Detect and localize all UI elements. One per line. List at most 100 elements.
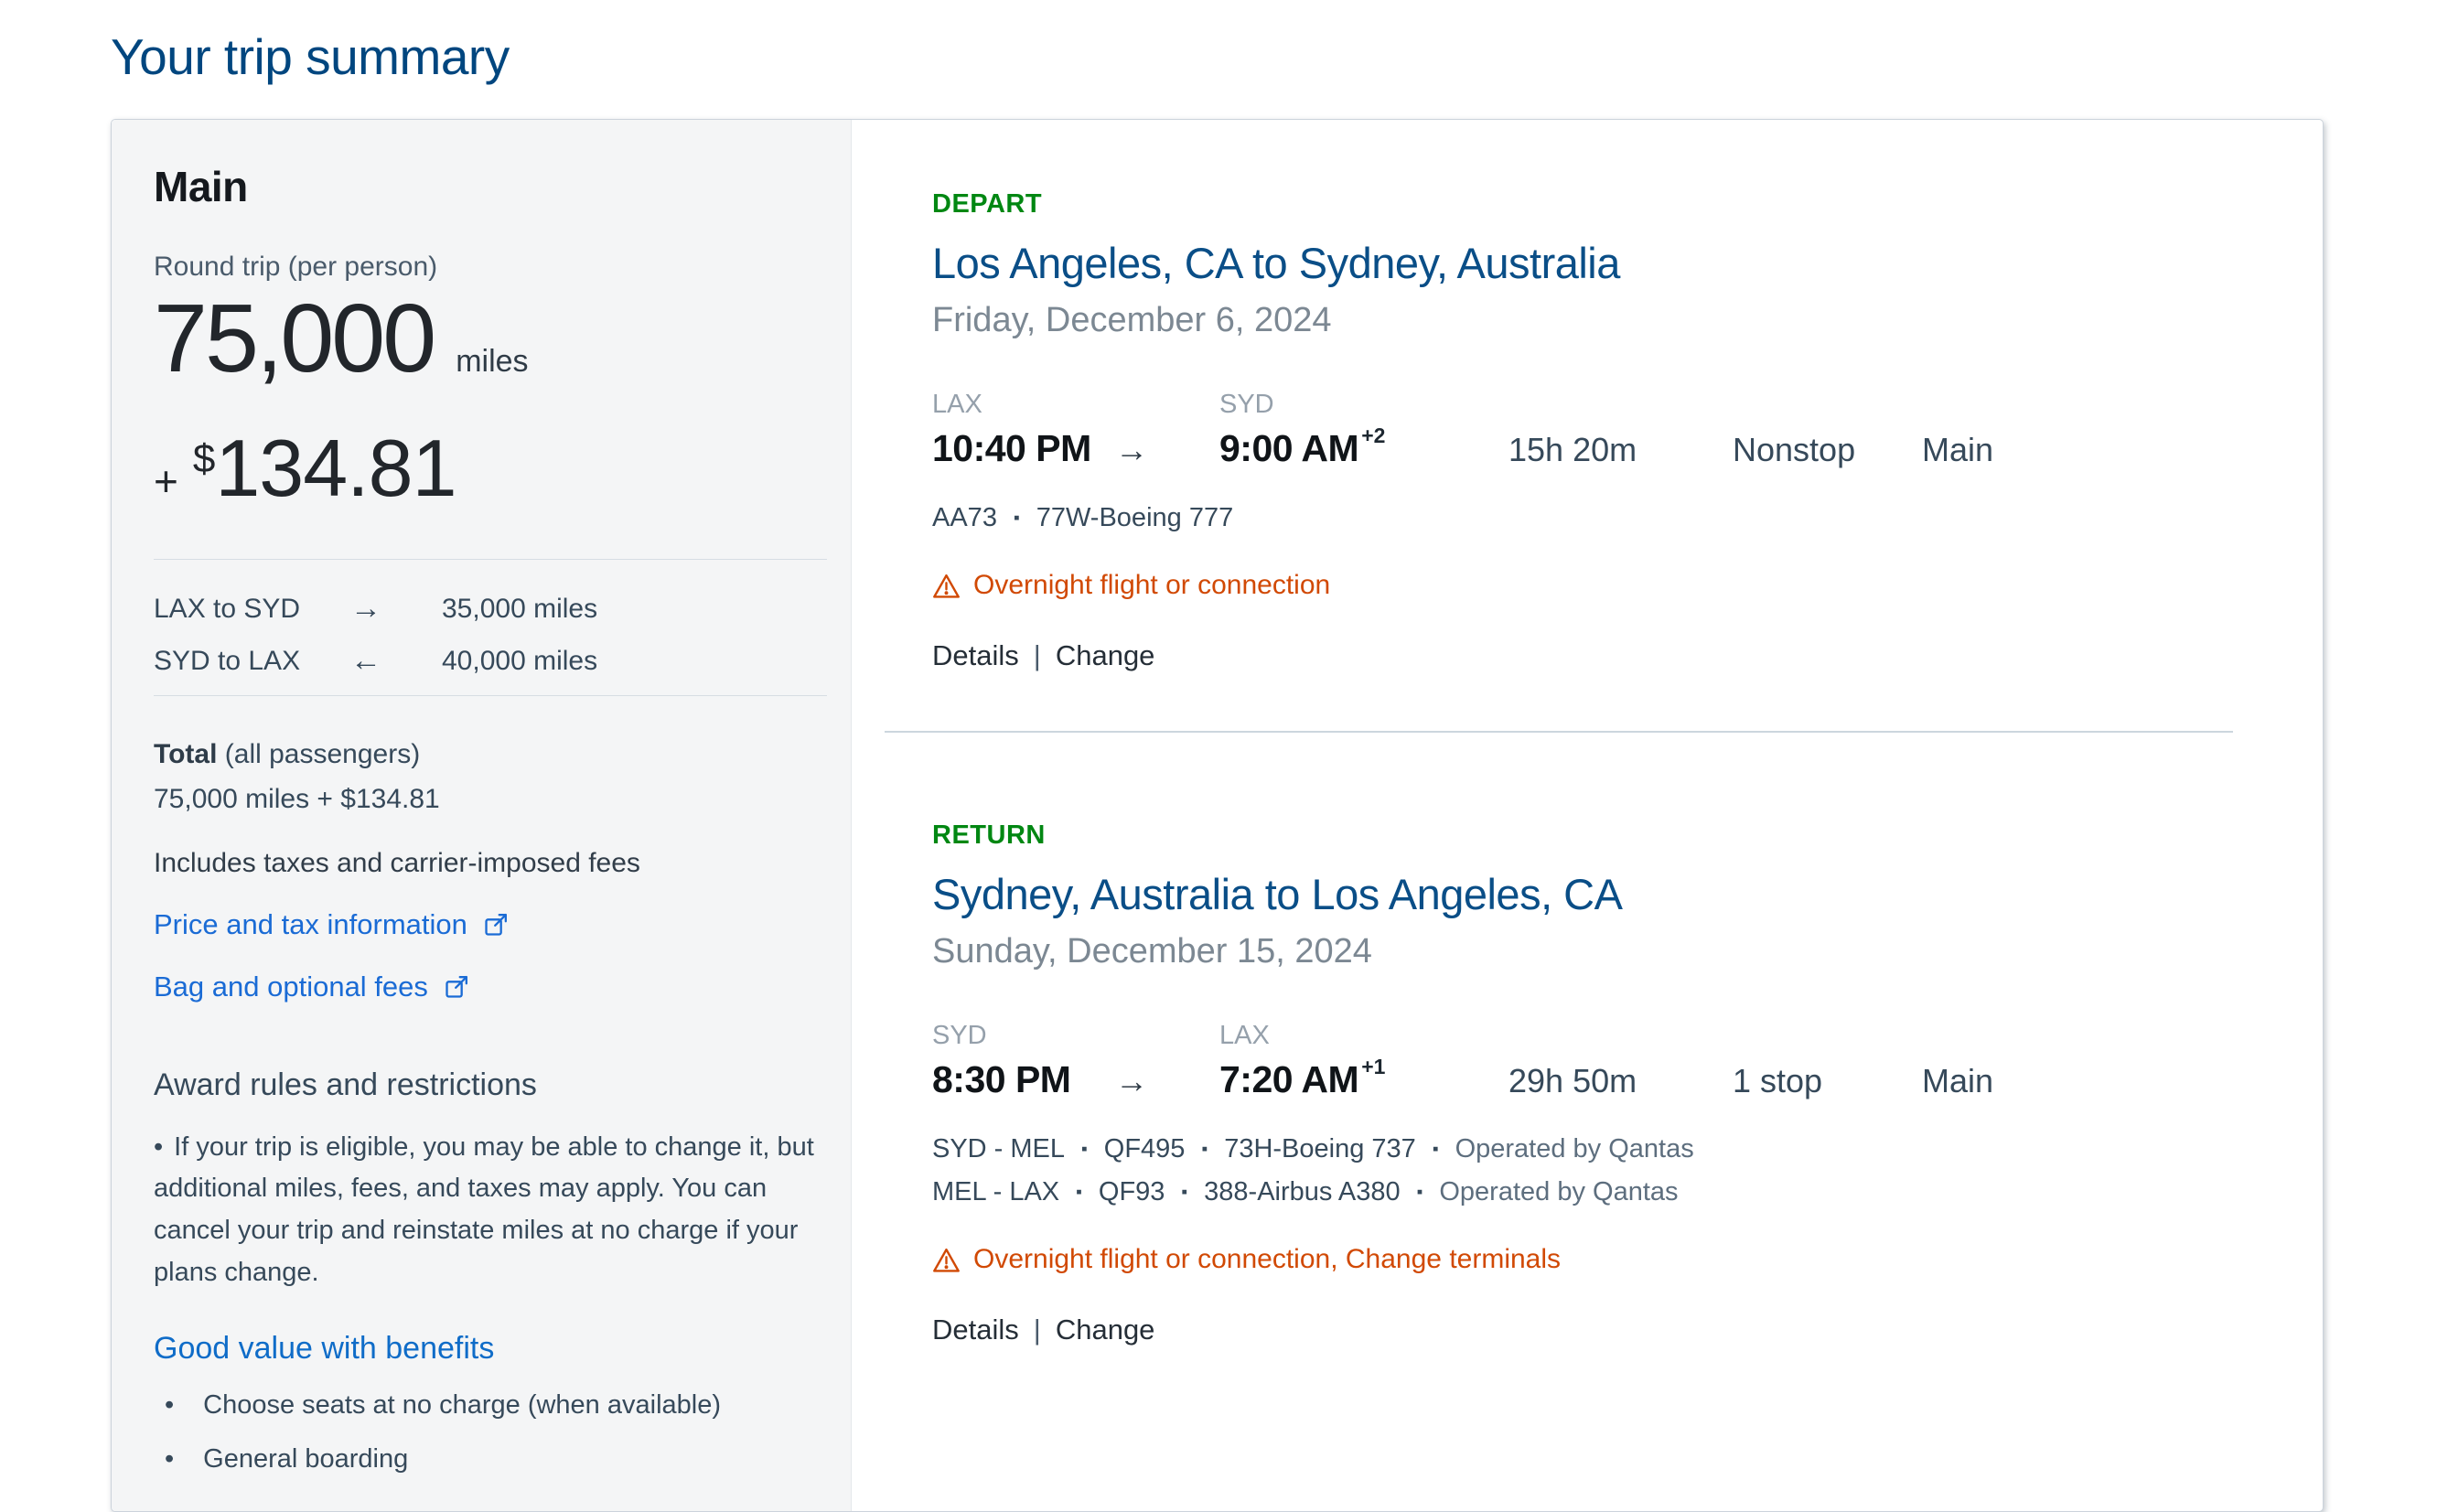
miles-breakdown: LAX to SYD → 35,000 miles SYD to LAX ← 4… [154,591,827,679]
separator-icon: ▪ [1081,1139,1088,1159]
breakdown-route: LAX to SYD [154,593,301,624]
bullet-icon: • [165,1389,175,1420]
return-times-row: 8:30 PM → 7:20 AM +1 29h 50m 1 stop Main [932,1055,2233,1101]
duration: 29h 50m [1508,1062,1637,1099]
depart-segments: AA73 ▪ 77W-Boeing 777 [932,503,2233,533]
depart-label: DEPART [932,189,1043,219]
change-link[interactable]: Change [1055,639,1155,671]
warning-text: Overnight flight or connection [973,570,1331,600]
total-heading: Total (all passengers) [154,733,827,777]
fare-type-label: Round trip (per person) [154,252,438,282]
separator-icon: ▪ [1013,508,1020,528]
return-flight-block: RETURN Sydney, Australia to Los Angeles,… [885,733,2233,1346]
breakdown-row-outbound: LAX to SYD → 35,000 miles [154,591,827,627]
separator-icon: ▪ [1432,1139,1439,1159]
miles-price: 75,000 miles [154,286,827,391]
return-label: RETURN [932,820,1046,850]
details-link[interactable]: Details [932,639,1019,671]
operated-by: Operated by Qantas [1455,1134,1694,1163]
flight-number: QF495 [1103,1134,1186,1163]
page-title: Your trip summary [111,28,510,85]
breakdown-miles: 40,000 miles [442,645,598,676]
details-link[interactable]: Details [932,1314,1019,1346]
stops: 1 stop [1733,1062,1823,1099]
depart-date: Friday, December 6, 2024 [932,301,1332,339]
benefit-item-label: General boarding [203,1443,409,1474]
destination-code: SYD [1219,390,1274,419]
divider [154,695,827,697]
divider [154,559,827,561]
operated-by: Operated by Qantas [1439,1177,1679,1206]
pipe-divider: | [1033,1314,1041,1346]
depart-warning: Overnight flight or connection [932,570,2233,601]
separator-icon: ▪ [1181,1182,1188,1202]
award-rules-bullet: If your trip is eligible, you may be abl… [154,1131,814,1288]
total-block: Total (all passengers) 75,000 miles + $1… [154,733,827,821]
depart-times-row: 10:40 PM → 9:00 AM +2 15h 20m Nonstop Mai… [932,424,2233,470]
separator-icon: ▪ [1076,1182,1082,1202]
right-arrow-icon: → [350,591,381,627]
cash-value: 134.81 [215,423,456,514]
bullet-icon: • [165,1443,175,1474]
plus-sign: + [154,457,178,506]
price-and-tax-link-label: Price and tax information [154,907,467,940]
right-arrow-icon: → [1115,1062,1148,1099]
return-airport-codes: SYD LAX [932,1021,2233,1051]
duration: 15h 20m [1508,431,1637,468]
arrival-time: 7:20 AM [1219,1058,1359,1100]
external-link-icon [482,910,510,938]
total-label: Total [154,739,218,770]
departure-time: 8:30 PM [932,1058,1071,1100]
benefits-heading: Good value with benefits [154,1330,495,1366]
benefit-item: • Choose seats at no charge (when availa… [154,1390,827,1421]
change-link[interactable]: Change [1055,1314,1155,1346]
return-segments: SYD - MEL ▪ QF495 ▪ 73H-Boeing 737 ▪ Ope… [932,1134,2233,1207]
left-arrow-icon: ← [350,643,381,679]
stops: Nonstop [1733,431,1856,468]
benefit-item: • General boarding [154,1444,827,1474]
cash-price: + $ 134.81 [154,422,827,515]
fees-note: Includes taxes and carrier-imposed fees [154,847,640,878]
arrival-time-wrap: 7:20 AM +1 [1219,1055,1508,1101]
segment-line: MEL - LAX ▪ QF93 ▪ 388-Airbus A380 ▪ Ope… [932,1177,2233,1207]
currency-symbol: $ [192,436,216,482]
award-rules-text: • If your trip is eligible, you may be ab… [154,1127,827,1294]
segment-line: SYD - MEL ▪ QF495 ▪ 73H-Boeing 737 ▪ Ope… [932,1134,2233,1164]
origin-code: LAX [932,390,982,419]
depart-actions: Details | Change [932,639,2233,672]
depart-flight-block: DEPART Los Angeles, CA to Sydney, Austra… [885,120,2233,672]
depart-route-heading: Los Angeles, CA to Sydney, Australia [932,239,1620,287]
award-rules-heading: Award rules and restrictions [154,1067,537,1102]
segment-route: MEL - LAX [932,1177,1060,1206]
breakdown-miles: 35,000 miles [442,593,598,624]
return-route-heading: Sydney, Australia to Los Angeles, CA [932,870,1623,918]
return-warning: Overnight flight or connection, Change t… [932,1244,2233,1275]
bag-and-optional-fees-link[interactable]: Bag and optional fees [154,970,471,1003]
return-date: Sunday, December 15, 2024 [932,932,1372,970]
price-and-tax-link[interactable]: Price and tax information [154,908,510,941]
price-summary-panel: Main Round trip (per person) 75,000 mile… [112,120,852,1511]
bullet-icon: • [154,1131,164,1162]
arrival-time: 9:00 AM [1219,427,1359,469]
breakdown-row-return: SYD to LAX ← 40,000 miles [154,643,827,679]
flights-panel: DEPART Los Angeles, CA to Sydney, Austra… [852,120,2323,1511]
trip-summary-card: Main Round trip (per person) 75,000 mile… [111,119,2324,1512]
right-arrow-icon: → [1115,431,1148,468]
breakdown-route: SYD to LAX [154,645,301,676]
external-link-icon [443,972,471,1001]
cabin: Main [1922,431,1994,468]
separator-icon: ▪ [1201,1139,1208,1159]
depart-airport-codes: LAX SYD [932,390,2233,420]
total-qualifier: (all passengers) [224,739,421,770]
warning-icon [932,1247,961,1273]
segment-line: AA73 ▪ 77W-Boeing 777 [932,503,2233,533]
cabin-heading: Main [154,163,248,210]
aircraft: 73H-Boeing 737 [1224,1134,1416,1163]
benefit-item-label: Choose seats at no charge (when availabl… [203,1389,721,1420]
origin-code: SYD [932,1021,987,1050]
bag-and-optional-fees-link-label: Bag and optional fees [154,970,428,1003]
separator-icon: ▪ [1416,1182,1423,1202]
total-value: 75,000 miles + $134.81 [154,784,440,815]
departure-time: 10:40 PM [932,427,1091,469]
